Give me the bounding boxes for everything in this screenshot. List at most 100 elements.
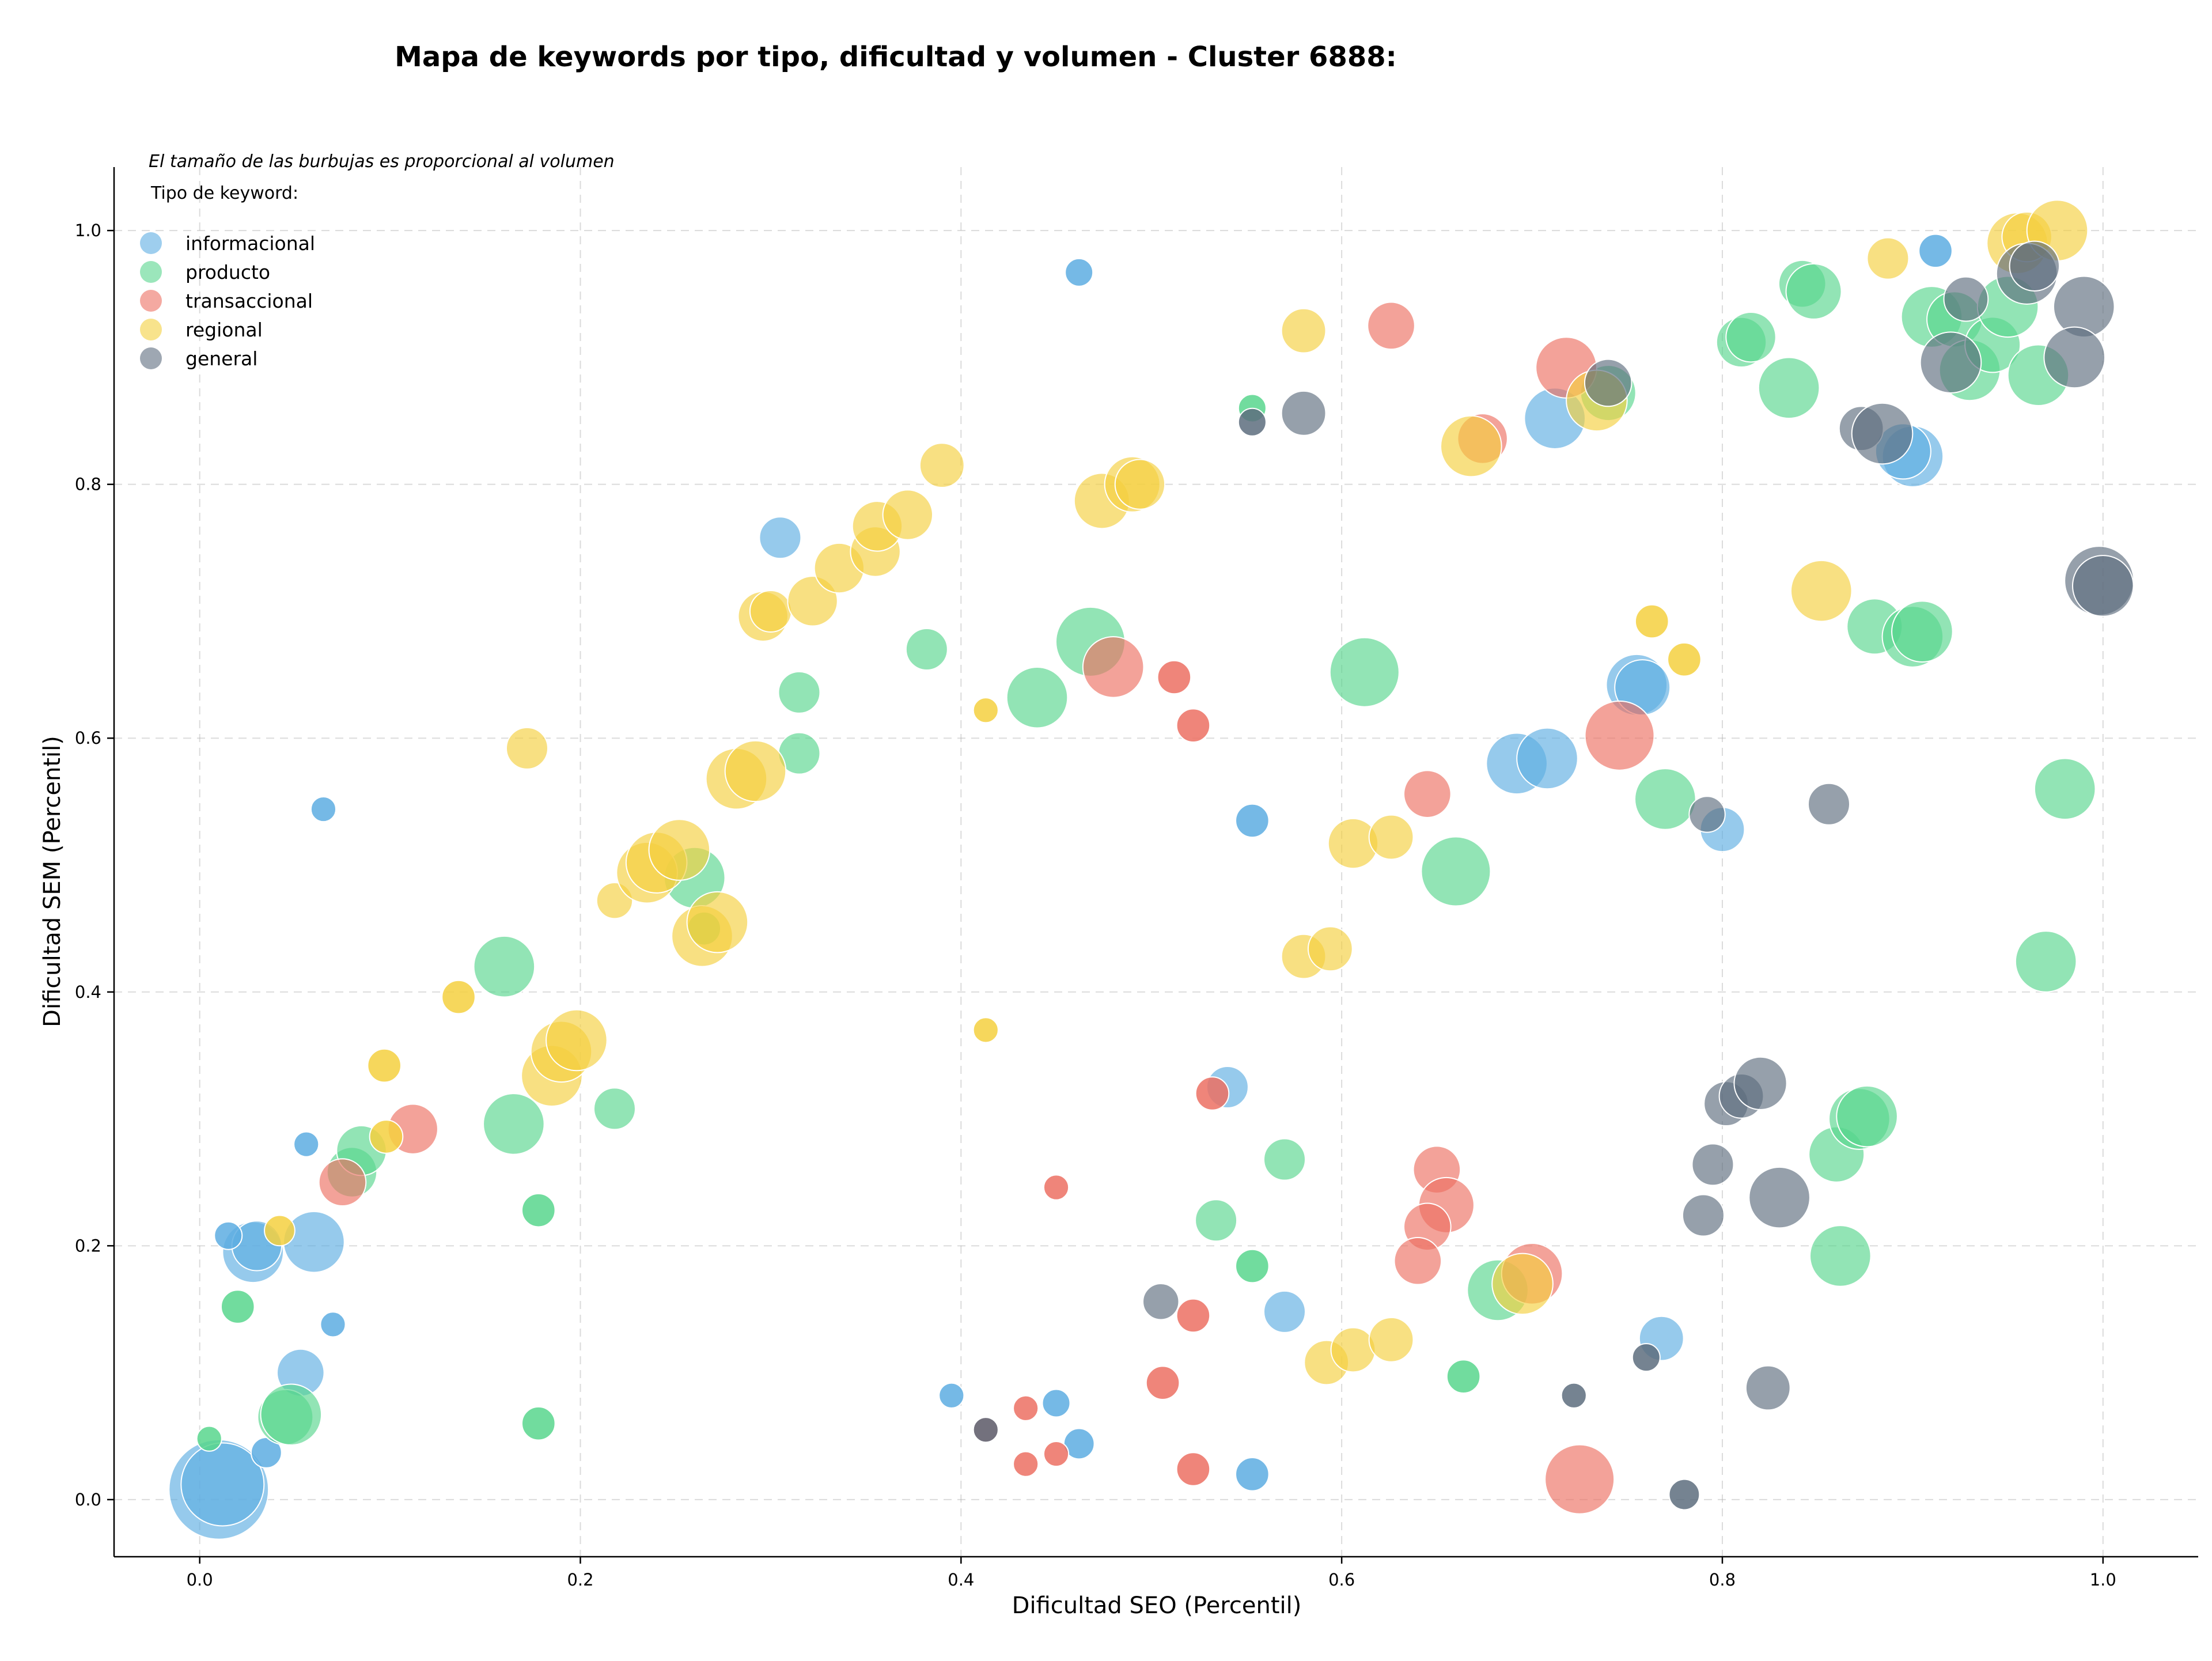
chart-title: Mapa de keywords por tipo, dificultad y … — [395, 41, 1397, 73]
bubble-regional — [1368, 814, 1414, 860]
bubble-producto — [1634, 768, 1696, 830]
bubble-producto — [1836, 1085, 1898, 1148]
bubble-informacional — [938, 1382, 965, 1409]
bubble-transaccional — [318, 1158, 367, 1206]
x-tick-label: 0.8 — [1709, 1570, 1736, 1590]
bubble-regional — [882, 489, 934, 540]
bubble-general — [1851, 402, 1914, 465]
bubble-regional — [972, 697, 999, 724]
bubble-general — [1808, 782, 1851, 826]
bubble-general — [1560, 1382, 1587, 1409]
bubble-regional — [1114, 459, 1166, 510]
bubble-regional — [546, 1009, 608, 1072]
legend-marker-general — [140, 347, 162, 369]
bubble-transaccional — [1013, 1395, 1039, 1421]
legend-label-general: general — [185, 347, 257, 370]
bubble-transaccional — [1157, 660, 1192, 695]
bubble-regional — [441, 979, 476, 1015]
bubble-transaccional — [1176, 1452, 1211, 1486]
bubble-transaccional — [1013, 1451, 1039, 1477]
bubble-regional — [1790, 559, 1853, 622]
bubble-producto — [1006, 666, 1069, 729]
bubble-transaccional — [1176, 1298, 1211, 1333]
bubble-regional — [1491, 1253, 1554, 1315]
x-tick-label: 0.6 — [1328, 1570, 1355, 1590]
bubble-informacional — [1065, 258, 1094, 287]
legend-marker-transaccional — [140, 290, 162, 312]
bubble-general — [1943, 276, 1989, 322]
bubble-general — [1691, 1143, 1734, 1186]
x-tick-label: 0.0 — [187, 1570, 213, 1590]
bubble-transaccional — [1584, 700, 1655, 771]
bubble-informacional — [283, 1210, 345, 1273]
bubble-general — [2071, 555, 2134, 617]
y-tick-label: 0.6 — [75, 728, 101, 748]
bubble-regional — [1667, 642, 1702, 677]
bubble-general — [1688, 796, 1726, 833]
bubble-producto — [1329, 637, 1400, 707]
bubble-informacional — [293, 1131, 320, 1157]
bubble-regional — [648, 819, 711, 881]
legend-label-regional: regional — [185, 319, 263, 341]
y-tick-label: 0.4 — [75, 982, 101, 1002]
bubble-producto — [220, 1289, 255, 1324]
axis-ticks: 0.0 0.2 0.4 0.6 0.8 1.0 0.0 0.2 0.4 0.6 0.8 1.0 — [75, 221, 2116, 1590]
bubble-general — [1733, 1056, 1787, 1110]
bubble-general — [1631, 1343, 1661, 1372]
bubble-regional — [749, 589, 792, 633]
x-tick-label: 1.0 — [2090, 1570, 2116, 1590]
bubble-transaccional — [1082, 636, 1145, 698]
bubble-producto — [196, 1425, 222, 1452]
bubble-regional — [1866, 237, 1910, 280]
bubble-informacional — [214, 1221, 243, 1250]
bubble-regional — [367, 1048, 402, 1083]
bubble-producto — [260, 1383, 323, 1446]
bubble-regional — [505, 727, 548, 770]
bubble-transaccional — [1145, 1365, 1180, 1401]
bubble-informacional — [310, 796, 337, 823]
y-tick-label: 0.8 — [75, 475, 101, 494]
bubble-producto — [1263, 1138, 1306, 1181]
bubble-general — [1681, 1194, 1725, 1237]
y-axis-label: Dificultad SEM (Percentil) — [39, 736, 66, 1027]
legend-label-informacional: informacional — [185, 232, 315, 255]
bubble-regional — [686, 891, 749, 954]
bubble-general — [1142, 1283, 1180, 1321]
bubble-transaccional — [1393, 1236, 1442, 1285]
bubble-producto — [521, 1193, 556, 1228]
bubble-informacional — [1235, 1457, 1270, 1492]
bubble-regional — [1330, 1327, 1376, 1373]
bubble-informacional — [320, 1311, 346, 1338]
y-tick-label: 0.0 — [75, 1490, 101, 1509]
bubble-regional — [1634, 604, 1669, 639]
bubble-producto — [1785, 263, 1842, 320]
bubble-informacional — [1516, 727, 1578, 790]
bubble-general — [972, 1417, 999, 1443]
bubble-producto — [483, 1093, 545, 1155]
legend-marker-regional — [140, 319, 162, 340]
bubble-producto — [473, 935, 536, 998]
y-tick-label: 1.0 — [75, 221, 101, 240]
bubble-producto — [1809, 1225, 1872, 1287]
bubble-general — [1668, 1478, 1700, 1511]
grid — [114, 167, 2198, 1557]
legend: El tamaño de las burbujas es proporciona… — [140, 152, 615, 370]
legend-marker-producto — [140, 261, 162, 283]
bubble-transaccional — [1043, 1174, 1070, 1201]
y-tick-label: 0.2 — [75, 1236, 101, 1255]
legend-label-producto: producto — [185, 261, 270, 283]
bubble-producto — [1725, 311, 1777, 363]
bubble-general — [2009, 240, 2061, 292]
bubble-general — [1748, 1166, 1810, 1229]
bubble-general — [1745, 1365, 1791, 1411]
bubble-general — [1919, 331, 1982, 394]
bubble-producto — [1195, 1199, 1238, 1242]
bubble-general — [1584, 358, 1633, 407]
legend-marker-informacional — [140, 232, 162, 254]
bubble-informacional — [1263, 1290, 1306, 1333]
bubble-regional — [919, 442, 965, 489]
bubble-informacional — [180, 1442, 265, 1527]
bubble-size-note: El tamaño de las burbujas es proporciona… — [149, 152, 615, 172]
bubble-general — [1281, 390, 1327, 436]
